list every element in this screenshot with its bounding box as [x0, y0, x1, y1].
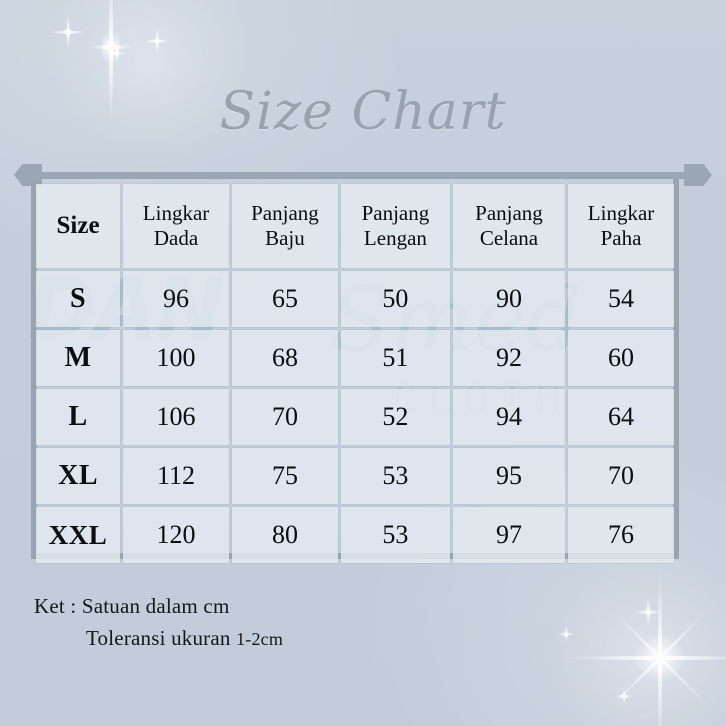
table-row: XXL 120 80 53 97 76	[36, 507, 674, 563]
cell-panjang-lengan: 51	[340, 330, 450, 386]
cell-lingkar-dada: 120	[123, 507, 229, 563]
size-table-container: Size Lingkar Dada Panjang Baju Panjang L…	[33, 181, 677, 566]
cell-panjang-celana: 95	[452, 448, 566, 504]
cell-lingkar-dada: 112	[123, 448, 229, 504]
table-row: M 100 68 51 92 60	[36, 330, 674, 386]
table-row: L 106 70 52 94 64	[36, 389, 674, 445]
cell-panjang-lengan: 53	[340, 507, 450, 563]
col-header-panjang-celana-line1: Panjang	[475, 201, 543, 226]
size-table: Size Lingkar Dada Panjang Baju Panjang L…	[33, 181, 677, 566]
ribbon-end-right-icon	[684, 164, 712, 186]
col-header-panjang-celana-line2: Celana	[479, 226, 539, 250]
col-header-panjang-lengan-line2: Lengan	[363, 226, 427, 250]
footnote-tolerance-label: Toleransi ukuran	[86, 625, 231, 650]
footnote: Ket : Satuan dalam cm Toleransi ukuran 1…	[34, 591, 283, 654]
col-header-lingkar-dada-line1: Lingkar	[142, 201, 210, 226]
sparkle-bottom-right-small-b	[558, 626, 574, 642]
cell-panjang-lengan: 50	[340, 271, 450, 327]
rule-bar	[40, 172, 686, 179]
cell-panjang-baju: 70	[232, 389, 338, 445]
cell-size: L	[36, 389, 121, 445]
cell-lingkar-dada: 100	[123, 330, 229, 386]
cell-panjang-celana: 90	[452, 271, 566, 327]
cell-lingkar-dada: 96	[123, 271, 229, 327]
cell-lingkar-paha: 54	[568, 271, 674, 327]
col-header-lingkar-dada: Lingkar Dada	[123, 184, 229, 268]
col-header-lingkar-dada-line2: Dada	[153, 226, 199, 250]
glow-bottom-right	[540, 560, 726, 726]
cell-panjang-celana: 94	[452, 389, 566, 445]
table-row: S 96 65 50 90 54	[36, 271, 674, 327]
cell-lingkar-dada: 106	[123, 389, 229, 445]
cell-panjang-baju: 80	[232, 507, 338, 563]
cell-lingkar-paha: 64	[568, 389, 674, 445]
cell-size: S	[36, 271, 121, 327]
table-body: S 96 65 50 90 54 M 100 68 51 92 60 L	[36, 271, 674, 563]
cell-panjang-celana: 97	[452, 507, 566, 563]
cell-panjang-lengan: 52	[340, 389, 450, 445]
col-header-panjang-baju-line2: Baju	[265, 226, 305, 250]
cell-size: XL	[36, 448, 121, 504]
table-head: Size Lingkar Dada Panjang Baju Panjang L…	[36, 184, 674, 268]
table-row: XL 112 75 53 95 70	[36, 448, 674, 504]
cell-size: XXL	[36, 507, 121, 563]
footnote-tolerance-value: 1-2cm	[236, 628, 284, 649]
col-header-panjang-baju-line1: Panjang	[251, 201, 319, 226]
col-header-lingkar-paha-line1: Lingkar	[587, 201, 655, 226]
sparkle-top-left-small-b	[144, 28, 170, 54]
col-header-lingkar-paha-line2: Paha	[600, 226, 642, 250]
cell-panjang-baju: 68	[232, 330, 338, 386]
cell-panjang-lengan: 53	[340, 448, 450, 504]
sparkle-bottom-right-small-a	[634, 598, 662, 626]
cell-lingkar-paha: 60	[568, 330, 674, 386]
sparkle-bottom-right-small-c	[616, 688, 632, 704]
cell-panjang-celana: 92	[452, 330, 566, 386]
col-header-lingkar-paha: Lingkar Paha	[568, 184, 674, 268]
sparkle-top-left-small-c	[108, 44, 126, 62]
cell-lingkar-paha: 76	[568, 507, 674, 563]
cell-panjang-baju: 65	[232, 271, 338, 327]
cell-lingkar-paha: 70	[568, 448, 674, 504]
footnote-line-unit: Ket : Satuan dalam cm	[34, 594, 230, 618]
sparkle-bottom-right-large	[565, 568, 726, 726]
cell-size: M	[36, 330, 121, 386]
col-header-panjang-celana: Panjang Celana	[452, 184, 566, 268]
sparkle-top-left-small-a	[50, 14, 86, 50]
col-header-size-label: Size	[56, 212, 100, 240]
col-header-size: Size	[36, 184, 121, 268]
footnote-line-tolerance: Toleransi ukuran 1-2cm	[34, 623, 283, 655]
col-header-panjang-lengan-line1: Panjang	[361, 201, 430, 226]
col-header-panjang-baju: Panjang Baju	[232, 184, 338, 268]
col-header-panjang-lengan: Panjang Lengan	[340, 184, 450, 268]
cell-panjang-baju: 75	[232, 448, 338, 504]
page-title: Size Chart	[219, 82, 507, 142]
table-header-row: Size Lingkar Dada Panjang Baju Panjang L…	[36, 184, 674, 268]
